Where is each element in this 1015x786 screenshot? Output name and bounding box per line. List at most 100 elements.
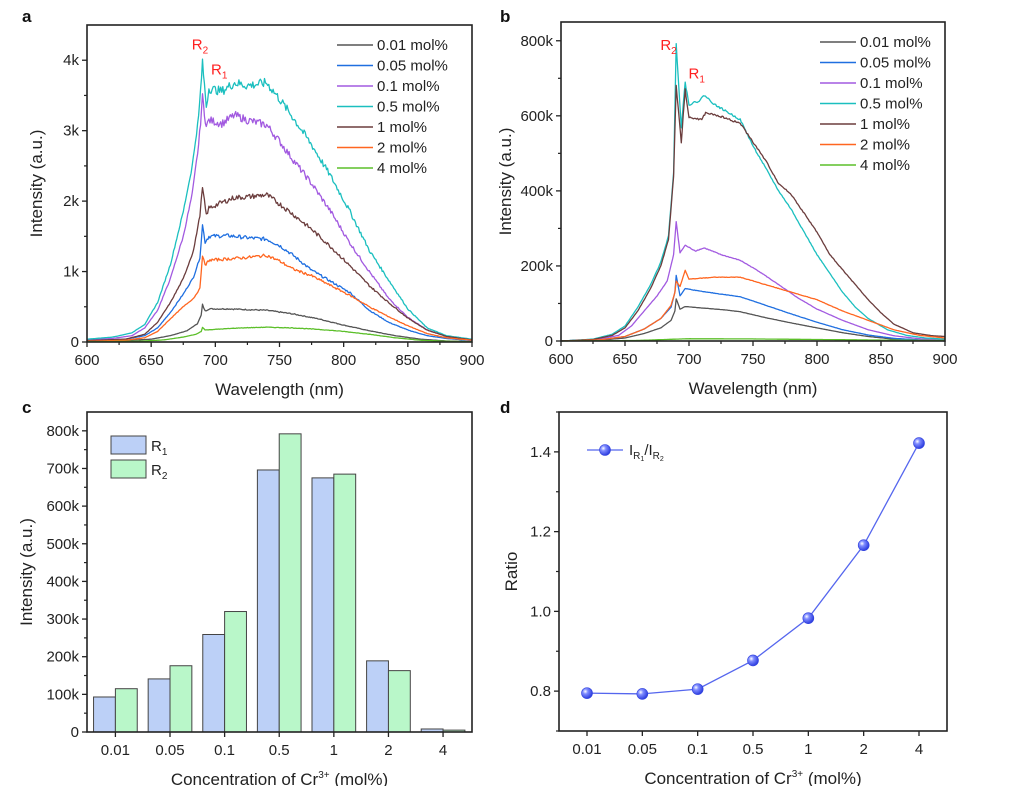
x-tick-label: 1: [804, 741, 812, 758]
plot-frame-c: [86, 411, 473, 733]
y-tick-label: 400k: [520, 183, 553, 200]
legend-label: IR1/IR2: [629, 442, 664, 463]
x-tick-label: 0.1: [687, 741, 708, 758]
y-axis-title: Intensity (a.u.): [496, 128, 515, 236]
legend-swatch-marker: [599, 444, 611, 456]
legend-label: 0.01 mol%: [860, 34, 931, 51]
x-tick-label: 600: [548, 351, 573, 368]
bar-r1-0_01: [93, 696, 116, 733]
x-tick-label: 800: [331, 352, 356, 369]
bar-r1-0_1: [202, 633, 226, 733]
ratio-point-0_05: [636, 688, 649, 700]
legend-label: 0.1 mol%: [377, 78, 440, 95]
peak-annotation-r2: R2: [660, 37, 677, 57]
x-tick-label: 700: [203, 352, 228, 369]
legend-label: 0.5 mol%: [377, 99, 440, 116]
y-axis-title: Intensity (a.u.): [27, 130, 46, 238]
series-line-2-mol-: [87, 253, 473, 342]
plot-frame-d: [558, 411, 948, 732]
series-line-0-5-mol-: [560, 42, 945, 342]
legend-label: 1 mol%: [860, 116, 910, 133]
panel-label: c: [22, 398, 31, 417]
y-tick-label: 200k: [46, 649, 79, 666]
series-line-1-mol-: [560, 84, 946, 342]
bar-r2-0_01: [114, 688, 138, 733]
x-tick-label: 850: [395, 352, 420, 369]
y-tick-label: 0: [71, 724, 79, 741]
panel-label: d: [500, 398, 510, 417]
legend-label: 4 mol%: [860, 157, 910, 174]
y-axis-title: Intensity (a.u.): [17, 518, 36, 626]
y-tick-label: 0: [545, 333, 553, 350]
bar-r2-0_5: [278, 433, 302, 733]
y-tick-label: 1k: [63, 264, 79, 281]
y-tick-label: 1.4: [530, 444, 551, 461]
panel-d: d 0.01 0.05 0.1 0.5 1 2 4 0.8 1.0 1.2 1.4 Concentrat…: [500, 398, 948, 786]
legend-label: 0.5 mol%: [860, 96, 923, 113]
legend-swatch: [110, 459, 147, 479]
series-line-1-mol-: [86, 186, 473, 342]
y-tick-label: 1.0: [530, 603, 551, 620]
legend-label: 1 mol%: [377, 119, 427, 136]
bar-r1-0_5: [256, 469, 280, 733]
ratio-point-2: [857, 539, 870, 551]
x-tick-label: 4: [439, 742, 447, 759]
y-tick-label: 500k: [46, 536, 79, 553]
bar-r2-1: [333, 473, 357, 733]
y-tick-label: 0: [71, 334, 79, 351]
x-tick-label: 0.1: [214, 742, 235, 759]
x-tick-label: 0.01: [572, 741, 601, 758]
panel-b: b 600 650 700 750 800 850 900 0 200k 400k 600k 800k W…: [496, 7, 958, 398]
x-tick-label: 0.5: [269, 742, 290, 759]
y-tick-label: 600k: [46, 498, 79, 515]
legend-label: R2: [151, 462, 168, 482]
x-tick-label: 850: [868, 351, 893, 368]
y-tick-label: 700k: [46, 460, 79, 477]
bar-r1-1: [311, 477, 335, 733]
legend-label: 0.05 mol%: [377, 58, 448, 75]
bar-r1-2: [366, 660, 389, 733]
y-tick-label: 200k: [520, 258, 553, 275]
bar-r1-0_05: [147, 678, 171, 733]
legend-label: 0.01 mol%: [377, 37, 448, 54]
series-line-0-01-mol-: [561, 298, 945, 342]
y-tick-label: 1.2: [530, 524, 551, 541]
legend: 0.01 mol% 0.05 mol% 0.1 mol% 0.5 mol% 1 mol%…: [820, 34, 931, 174]
y-tick-label: 4k: [63, 52, 79, 69]
panel-label: a: [22, 7, 32, 26]
series-line-0-5-mol-: [86, 58, 473, 340]
ratio-point-0_1: [691, 683, 704, 695]
y-tick-label: 800k: [46, 423, 79, 440]
legend-swatch: [110, 435, 147, 455]
x-tick-label: 1: [330, 742, 338, 759]
legend-label: 0.1 mol%: [860, 75, 923, 92]
x-tick-label: 650: [612, 351, 637, 368]
x-axis-title: Wavelength (nm): [215, 380, 344, 399]
bar-r2-0_1: [224, 611, 247, 733]
x-tick-label: 650: [139, 352, 164, 369]
panel-a: a 600 650 700 750 800 850 900 0 1k 2k 3k 4k Wavelengt…: [22, 7, 485, 399]
series-line-0-01-mol-: [87, 303, 472, 343]
x-tick-label: 750: [740, 351, 765, 368]
legend-label: 2 mol%: [860, 137, 910, 154]
y-tick-label: 2k: [63, 193, 79, 210]
legend: IR1/IR2: [587, 442, 664, 463]
ratio-point-0_5: [747, 654, 759, 667]
legend-label: 2 mol%: [377, 140, 427, 157]
peak-annotation-r1: R1: [211, 61, 228, 81]
x-tick-label: 750: [267, 352, 292, 369]
series-line-0-05-mol-: [87, 224, 473, 342]
y-tick-label: 3k: [63, 123, 79, 140]
bar-r2-0_05: [169, 665, 193, 733]
x-tick-label: 900: [459, 352, 484, 369]
legend: 0.01 mol% 0.05 mol% 0.1 mol% 0.5 mol% 1 mol%…: [337, 37, 448, 177]
y-tick-label: 800k: [520, 33, 553, 50]
y-tick-label: 300k: [46, 611, 79, 628]
series-line-0-1-mol-: [560, 221, 945, 342]
series-line-4-mol-: [87, 326, 472, 343]
legend-label: 0.05 mol%: [860, 55, 931, 72]
x-tick-label: 4: [915, 741, 923, 758]
y-axis-title: Ratio: [502, 552, 521, 592]
ratio-point-4: [913, 437, 925, 449]
